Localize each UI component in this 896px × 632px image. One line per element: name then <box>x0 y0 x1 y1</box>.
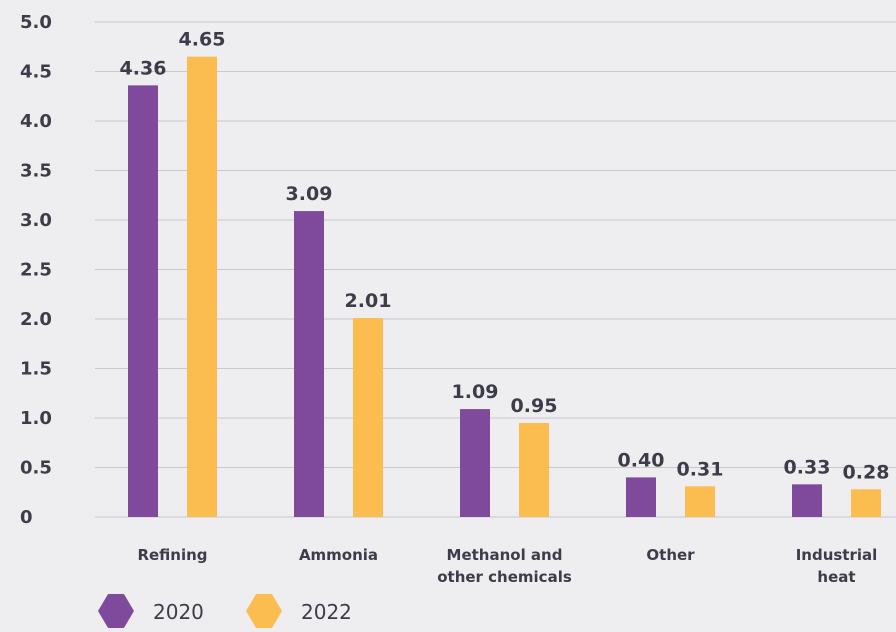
category-label: Ammonia <box>299 546 378 564</box>
category-label: Industrial heat <box>796 546 878 586</box>
y-tick-label: 3.0 <box>20 210 52 231</box>
data-label: 0.95 <box>511 395 558 417</box>
data-label: 4.65 <box>179 29 226 51</box>
category-label-line: Ammonia <box>299 546 378 564</box>
bar-2020-1 <box>294 211 324 517</box>
bar-2020-2 <box>460 409 490 517</box>
category-label-line: Other <box>646 546 695 564</box>
legend-label: 2022 <box>301 600 352 624</box>
data-labels: 4.36 3.09 1.09 0.40 0.33 4.65 2.01 0.95 0.31 0.28 <box>120 29 890 484</box>
data-label: 2.01 <box>345 290 392 312</box>
bar-2022-3 <box>685 486 715 517</box>
y-tick-label: 2.0 <box>20 309 52 330</box>
category-label-line: heat <box>817 568 855 586</box>
bar-2020-4 <box>792 484 822 517</box>
bars <box>128 56 881 518</box>
category-label-line: Methanol and <box>447 546 563 564</box>
category-label-line: other chemicals <box>437 568 572 586</box>
y-tick-label: 5.0 <box>20 12 52 33</box>
y-tick-label: 1.5 <box>20 359 52 380</box>
category-label-line: Industrial <box>796 546 878 564</box>
bar-2022-1 <box>353 318 383 517</box>
gridlines <box>95 21 896 518</box>
data-label: 3.09 <box>286 183 333 205</box>
y-tick-label: 0 <box>20 507 33 528</box>
legend: 2020 2022 <box>98 594 352 628</box>
y-tick-label: 4.0 <box>20 111 52 132</box>
category-label: Methanol and other chemicals <box>437 546 572 586</box>
bar-2020-3 <box>626 477 656 517</box>
category-labels: Refining Ammonia Methanol and other chemica… <box>137 546 877 586</box>
y-tick-label: 0.5 <box>20 458 52 479</box>
legend-swatch-2020 <box>98 594 134 628</box>
data-label: 0.40 <box>618 449 665 471</box>
legend-swatch-2022 <box>246 594 282 628</box>
bar-2020-0 <box>128 85 158 518</box>
data-label: 0.33 <box>784 456 831 478</box>
data-label: 0.31 <box>677 458 724 480</box>
legend-label: 2020 <box>153 600 204 624</box>
y-tick-label: 4.5 <box>20 62 52 83</box>
y-tick-label: 2.5 <box>20 260 52 281</box>
category-label: Other <box>646 546 695 564</box>
y-tick-label: 1.0 <box>20 408 52 429</box>
data-label: 0.28 <box>843 461 890 483</box>
bar-2022-4 <box>851 489 881 517</box>
bar-2022-2 <box>519 422 549 517</box>
bar-2022-0 <box>187 56 217 518</box>
y-tick-label: 3.5 <box>20 161 52 182</box>
data-label: 1.09 <box>452 381 499 403</box>
category-label: Refining <box>137 546 207 564</box>
y-axis-ticks: 0 0.5 1.0 1.5 2.0 2.5 3.0 3.5 4.0 4.5 5.0 <box>20 12 52 528</box>
category-label-line: Refining <box>137 546 207 564</box>
data-label: 4.36 <box>120 57 167 79</box>
